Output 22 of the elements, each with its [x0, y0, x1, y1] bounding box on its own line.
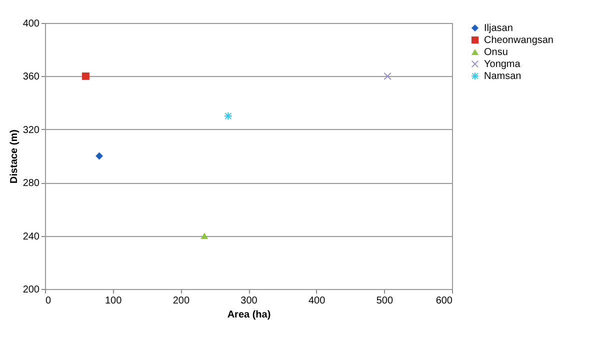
- legend-label: Namsan: [484, 71, 522, 82]
- x-tick-label: 0: [46, 296, 52, 306]
- y-tick-label: 280: [22, 178, 40, 190]
- y-tick-label: 400: [22, 18, 40, 30]
- x-tick-label: 600: [436, 296, 453, 306]
- point: [200, 232, 208, 240]
- legend-label: Yongma: [484, 59, 521, 70]
- y-tick-label: 240: [22, 231, 40, 242]
- x-tick-label: 200: [172, 296, 190, 306]
- point: [82, 72, 90, 80]
- x-tick-label: 400: [308, 296, 326, 306]
- legend-label: Iljasan: [484, 23, 513, 34]
- x-tick-label: 500: [376, 296, 394, 306]
- y-tick-label: 200: [22, 284, 40, 296]
- x-axis-title: Area (ha): [227, 310, 271, 320]
- legend-label: Onsu: [484, 47, 508, 58]
- x-tick-label: 300: [240, 296, 258, 306]
- x-tick-label: 100: [104, 296, 122, 306]
- y-tick-label: 320: [22, 124, 40, 136]
- y-axis-title: Distace (m): [8, 130, 20, 184]
- legend-label: Cheonwangsan: [484, 35, 554, 46]
- y-tick-label: 360: [22, 72, 40, 83]
